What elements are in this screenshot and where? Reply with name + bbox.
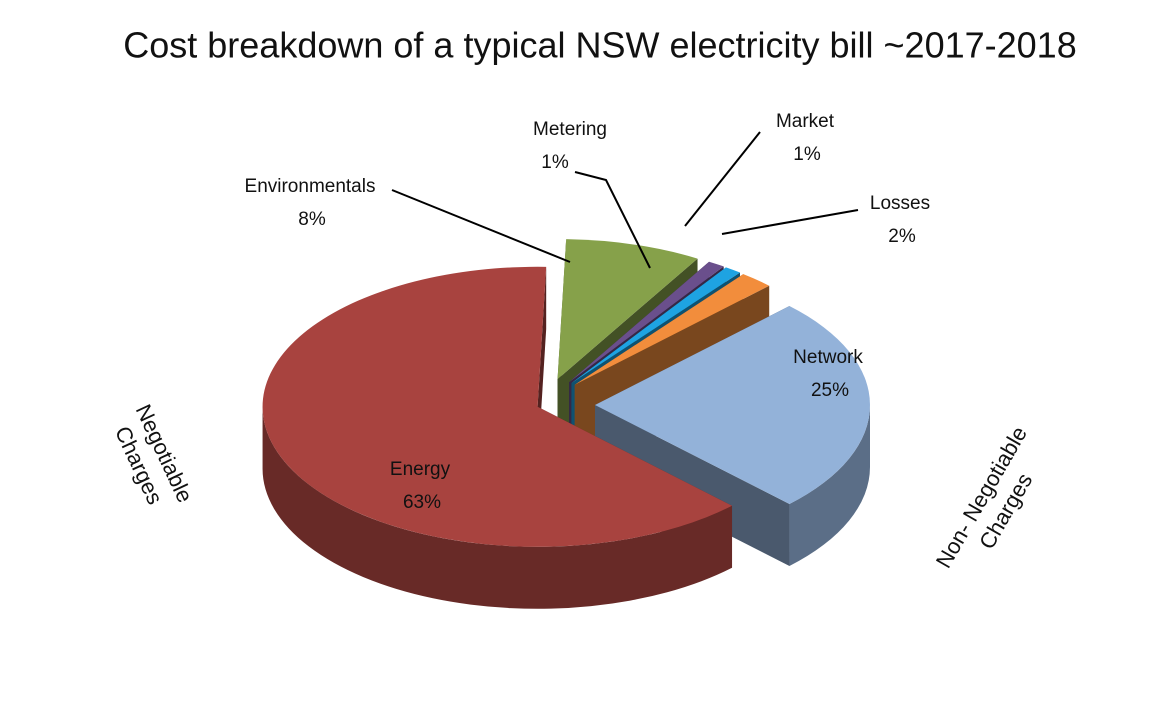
slice-side [595,405,790,566]
slice-value-label: 1% [541,152,569,173]
slice-top [571,267,740,384]
pie-slice [595,306,870,566]
leader-line [391,189,571,263]
slice-wall [789,405,870,566]
leader-line [721,209,859,235]
slice-top [574,274,770,385]
slice-top [557,239,698,380]
leader-lines [391,131,859,269]
pie [262,239,870,609]
slice-value-label: 25% [811,380,849,401]
slice-label: Environmentals [245,176,376,197]
slice-label: Energy [390,459,451,480]
slice-top [595,306,870,504]
leader-line [684,131,761,227]
slice-label: Market [776,111,835,132]
slice-top [569,261,724,383]
slice-label: Losses [870,193,930,214]
slice-value-label: 1% [793,144,821,165]
leader-line [574,171,651,269]
slice-value-label: 63% [403,492,441,513]
pie-slice [262,266,733,609]
slice-value-label: 2% [888,226,916,247]
slice-label: Metering [533,119,607,140]
slice-value-label: 8% [298,209,326,230]
chart-title: Cost breakdown of a typical NSW electric… [123,25,1076,66]
slice-top [262,266,733,547]
slice-label: Network [793,347,863,368]
slice-wall [262,406,733,609]
